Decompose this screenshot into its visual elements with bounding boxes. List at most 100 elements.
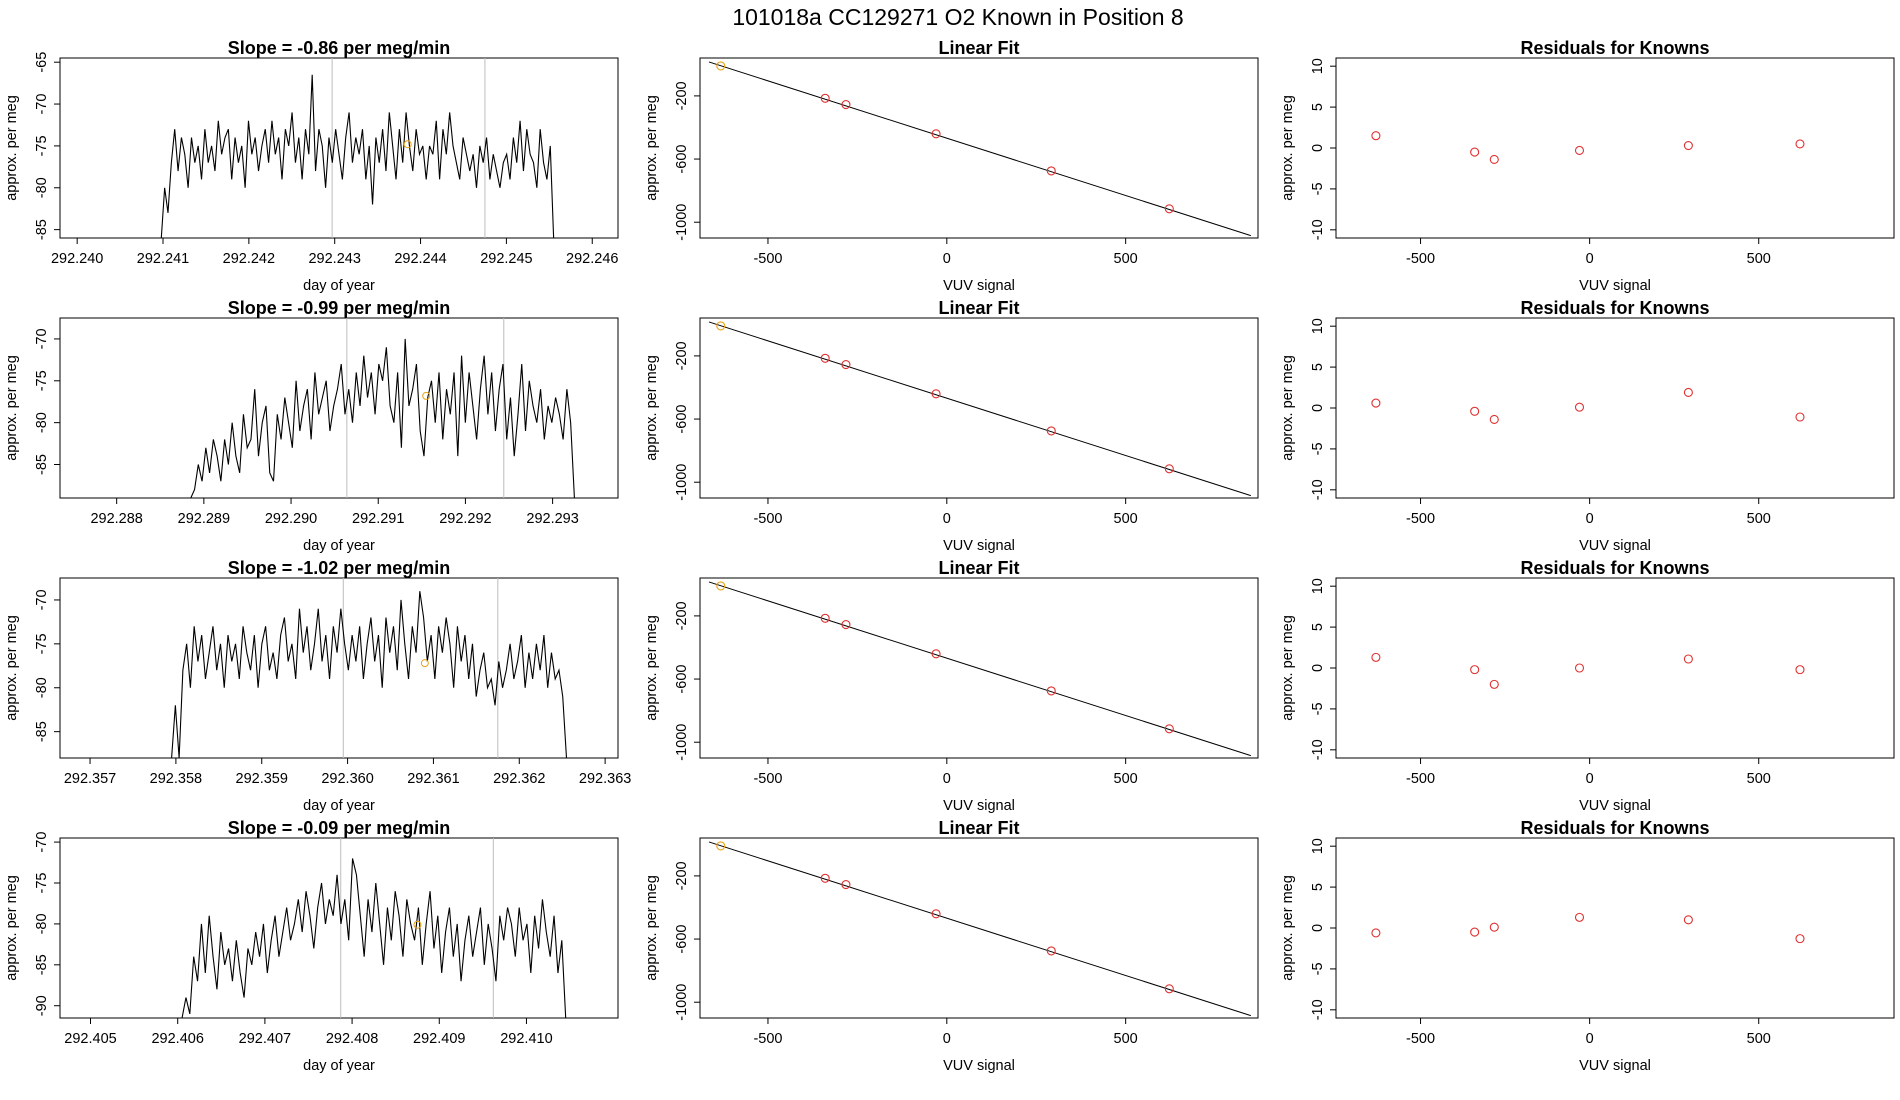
data-point	[1795, 934, 1805, 944]
y-tick-label: 0	[1310, 404, 1326, 412]
data-point	[841, 360, 851, 370]
y-tick-label: -10	[1310, 739, 1326, 760]
y-tick-label: 10	[1310, 318, 1326, 334]
data-point	[1371, 652, 1381, 662]
y-tick-label: -5	[1310, 182, 1326, 195]
y-axis-label: approx. per meg	[4, 875, 20, 981]
panel-4-2: Linear Fit VUV signal approx. per meg -500 0…	[644, 818, 1259, 1074]
x-tick-label: 292.241	[137, 251, 189, 267]
plot-frame	[59, 577, 619, 759]
data-point	[1046, 686, 1056, 696]
y-tick-label: -1000	[674, 984, 690, 1021]
plot-frame	[59, 57, 619, 239]
x-tick-label: 292.243	[308, 251, 360, 267]
x-tick-label: 500	[1114, 511, 1138, 527]
plot-frame	[699, 317, 1259, 499]
x-tick-label: 0	[943, 771, 951, 787]
panel-4-1: Slope = -0.09 per meg/min day of year appr…	[4, 818, 619, 1074]
y-axis-label: approx. per meg	[1280, 875, 1296, 981]
time-series-line	[160, 74, 555, 239]
x-tick-label: -500	[753, 771, 782, 787]
x-tick-label: 292.362	[493, 771, 545, 787]
y-tick-label: -90	[34, 995, 50, 1016]
y-tick-label: -75	[34, 873, 50, 894]
time-series-line	[181, 858, 567, 1019]
data-point	[820, 353, 830, 363]
plot-frame	[1335, 317, 1895, 499]
x-axis-label: day of year	[303, 538, 375, 554]
data-point	[1683, 915, 1693, 925]
known-point-marker	[716, 841, 726, 851]
data-point	[1470, 665, 1480, 675]
x-tick-label: 292.242	[223, 251, 275, 267]
panel-title: Slope = -0.86 per meg/min	[228, 38, 451, 58]
x-axis-label: VUV signal	[1579, 538, 1651, 554]
panel-3-1: Slope = -1.02 per meg/min day of year appr…	[4, 558, 631, 814]
y-tick-label: -10	[1310, 999, 1326, 1020]
panel-title: Linear Fit	[938, 818, 1019, 838]
y-tick-label: -200	[674, 861, 690, 890]
known-point-marker	[716, 61, 726, 71]
y-tick-label: 5	[1310, 363, 1326, 371]
data-point	[1470, 147, 1480, 157]
data-point	[931, 389, 941, 399]
y-tick-label: 0	[1310, 144, 1326, 152]
x-tick-label: 292.406	[151, 1031, 203, 1047]
x-tick-label: -500	[1406, 1031, 1435, 1047]
x-tick-label: -500	[1406, 771, 1435, 787]
data-point	[1371, 131, 1381, 141]
data-point	[1489, 414, 1499, 425]
y-tick-label: -200	[674, 341, 690, 370]
y-tick-label: -1000	[674, 724, 690, 761]
data-point	[1164, 204, 1174, 214]
x-axis-label: VUV signal	[943, 278, 1015, 294]
data-point	[1489, 679, 1499, 689]
known-point-marker	[420, 659, 429, 668]
x-tick-label: 292.293	[526, 511, 578, 527]
x-tick-label: -500	[1406, 251, 1435, 267]
x-tick-label: 292.357	[64, 771, 116, 787]
plot-frame	[699, 837, 1259, 1019]
x-tick-label: 500	[1747, 251, 1771, 267]
plot-frame	[699, 57, 1259, 239]
plot-frame	[59, 317, 619, 499]
x-axis-label: day of year	[303, 278, 375, 294]
x-tick-label: -500	[1406, 511, 1435, 527]
y-axis-label: approx. per meg	[644, 875, 660, 981]
y-axis-label: approx. per meg	[4, 355, 20, 461]
panel-3-3: Residuals for Knowns VUV signal approx. pe…	[1280, 558, 1895, 814]
data-point	[1683, 387, 1693, 398]
y-tick-label: -10	[1310, 219, 1326, 240]
x-tick-label: 500	[1114, 771, 1138, 787]
y-tick-label: -600	[674, 925, 690, 954]
y-tick-label: 10	[1310, 58, 1326, 74]
x-axis-label: day of year	[303, 798, 375, 814]
panel-title: Residuals for Knowns	[1520, 298, 1709, 318]
y-axis-label: approx. per meg	[644, 95, 660, 201]
y-tick-label: -200	[674, 601, 690, 630]
x-tick-label: 292.361	[407, 771, 459, 787]
panel-2-2: Linear Fit VUV signal approx. per meg -500 0…	[644, 298, 1259, 554]
x-tick-label: 0	[943, 251, 951, 267]
data-point	[931, 649, 941, 659]
y-tick-label: -5	[1310, 962, 1326, 975]
x-tick-label: 500	[1114, 251, 1138, 267]
x-tick-label: 500	[1114, 1031, 1138, 1047]
data-point	[1795, 665, 1805, 675]
known-point-marker	[716, 581, 726, 591]
plot-frame	[1335, 837, 1895, 1019]
x-tick-label: 0	[1586, 251, 1594, 267]
panel-1-2: Linear Fit VUV signal approx. per meg -500 0…	[644, 38, 1259, 294]
x-tick-label: 500	[1747, 511, 1771, 527]
data-point	[1470, 406, 1480, 416]
x-tick-label: 292.290	[265, 511, 317, 527]
y-tick-label: 10	[1310, 578, 1326, 594]
x-tick-label: 292.292	[439, 511, 491, 527]
x-tick-label: 292.359	[236, 771, 288, 787]
y-tick-label: 5	[1310, 623, 1326, 631]
y-tick-label: -85	[34, 219, 50, 240]
panel-1-3: Residuals for Knowns VUV signal approx. pe…	[1280, 38, 1895, 294]
x-tick-label: 500	[1747, 771, 1771, 787]
y-tick-label: -75	[34, 135, 50, 156]
